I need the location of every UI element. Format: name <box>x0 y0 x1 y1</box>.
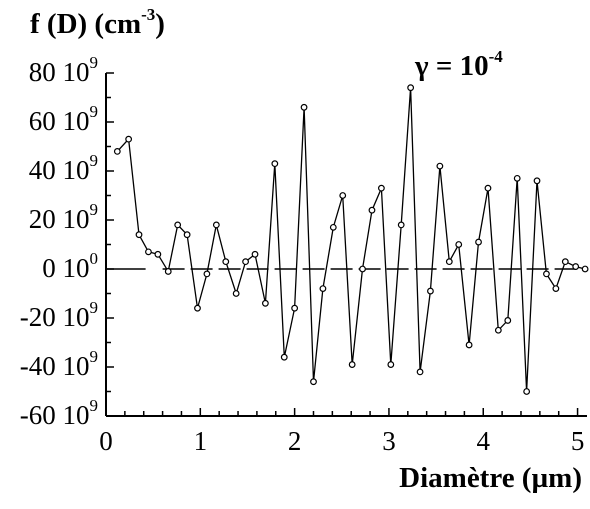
x-tick-label: 2 <box>287 426 302 456</box>
data-point <box>261 299 269 307</box>
data-point <box>310 378 317 386</box>
data-point <box>212 221 220 229</box>
y-tick-label: 40 109 <box>28 151 98 185</box>
data-point <box>552 285 560 293</box>
y-tick-label: 0 100 <box>42 249 98 283</box>
data-point <box>581 265 589 273</box>
x-tick-label: 3 <box>382 426 396 456</box>
y-axis-label: f (D) (cm-3) <box>30 5 165 40</box>
data-point <box>232 290 240 297</box>
x-tick-label: 5 <box>570 426 585 456</box>
y-tick-label: 60 109 <box>28 102 98 136</box>
data-point <box>436 162 444 170</box>
data-point <box>222 258 230 266</box>
data-point <box>339 192 347 199</box>
data-point <box>300 103 308 111</box>
data-point <box>251 250 259 258</box>
data-point <box>533 177 541 185</box>
data-point <box>319 285 327 293</box>
data-point <box>174 221 182 229</box>
data-point <box>154 250 162 258</box>
data-point <box>329 223 337 231</box>
data-point <box>397 221 405 229</box>
y-tick-label: -20 109 <box>19 298 98 332</box>
series-line <box>116 87 586 392</box>
data-point <box>242 258 249 266</box>
data-point <box>271 160 279 168</box>
data-point <box>445 258 453 266</box>
data-point <box>280 353 288 361</box>
data-point <box>377 184 385 192</box>
axes <box>105 72 587 417</box>
data-point <box>387 361 395 368</box>
data-point <box>484 184 492 192</box>
data-point <box>513 174 521 182</box>
data-point <box>572 263 580 270</box>
data-point <box>194 304 201 312</box>
data-point <box>348 361 356 368</box>
x-tick-label: 1 <box>193 426 208 456</box>
data-point <box>455 241 463 248</box>
x-tick-label: 4 <box>476 426 491 456</box>
data-point <box>135 231 143 239</box>
data-point <box>291 304 299 312</box>
y-tick-label: 80 109 <box>28 53 98 87</box>
y-tick-label: 20 109 <box>28 200 98 234</box>
data-point <box>494 326 502 334</box>
data-point <box>145 248 152 256</box>
data-point <box>203 270 211 278</box>
data-point <box>125 135 133 143</box>
gamma-annotation: γ = 10-4 <box>415 47 503 82</box>
data-point <box>183 231 191 239</box>
data-point <box>523 388 531 395</box>
data-point <box>164 268 172 275</box>
data-point <box>465 341 473 349</box>
data-point <box>359 265 366 273</box>
data-point <box>113 147 121 155</box>
data-point <box>407 84 415 92</box>
y-tick-label: -60 109 <box>19 396 98 430</box>
y-tick-label: -40 109 <box>19 347 98 381</box>
x-tick-label: 0 <box>99 426 113 456</box>
data-point <box>427 287 434 295</box>
data-point <box>475 238 482 246</box>
x-axis-label: Diamètre (µm) <box>399 462 582 494</box>
data-point <box>504 317 512 324</box>
data-point <box>543 270 550 278</box>
data-series <box>113 84 589 395</box>
data-point <box>368 206 376 214</box>
data-point <box>416 368 424 376</box>
data-point <box>561 258 569 266</box>
